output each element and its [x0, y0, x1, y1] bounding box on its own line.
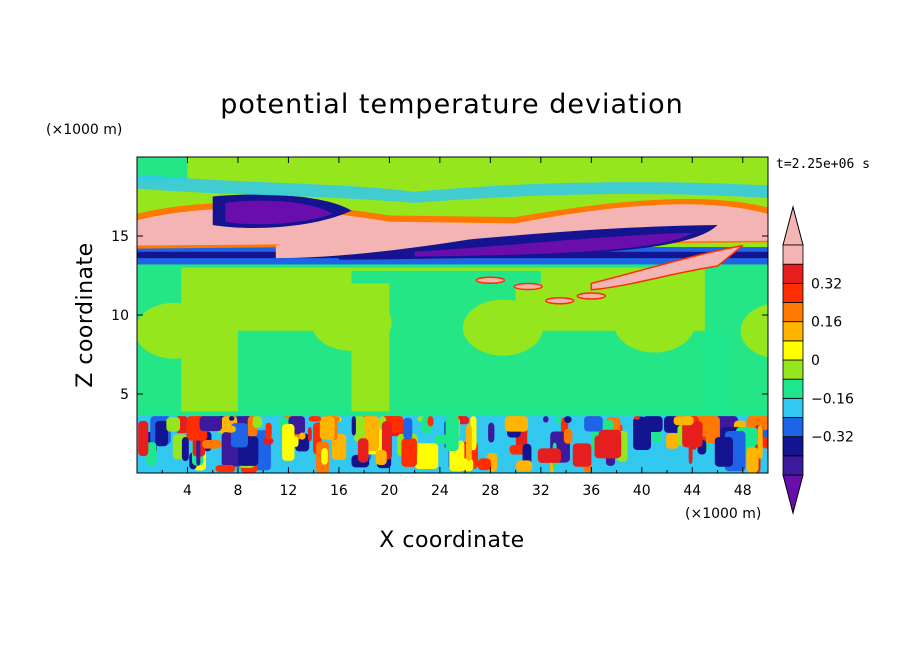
colorbar-bin	[782, 455, 804, 476]
y-axis-label: Z coordinate	[73, 242, 98, 387]
x-tick-label: 24	[431, 483, 449, 499]
colorbar-bin	[782, 436, 804, 457]
colorbar-tick-label: 0.32	[811, 276, 842, 292]
x-tick-label: 40	[633, 483, 651, 499]
chart-title: potential temperature deviation	[220, 89, 683, 120]
time-label: t=2.25e+06 s	[776, 157, 870, 172]
field-patch	[351, 270, 541, 284]
colorbar-bin	[782, 282, 804, 303]
x-unit-label: (×1000 m)	[685, 506, 761, 522]
colorbar-bin	[782, 302, 804, 323]
colorbar-bin	[782, 417, 804, 438]
colorbar-bin	[782, 397, 804, 418]
x-tick-label: 48	[734, 483, 752, 499]
field-patch	[462, 299, 543, 356]
x-axis: 4 8 12 16 20 24 28 32 36 40 44 48	[161, 157, 752, 499]
x-axis-label: X coordinate	[379, 528, 524, 553]
x-tick-label: 44	[683, 483, 701, 499]
field-patch	[311, 294, 392, 351]
colorbar-tick-label: 0.16	[811, 315, 842, 331]
field-patch	[137, 157, 188, 181]
plot-area	[137, 157, 768, 473]
colorbar-tick-label: −0.32	[811, 430, 854, 446]
colorbar-lower-extend	[782, 474, 804, 515]
y-axis: 5 10 15	[111, 229, 768, 403]
x-tick-label: 16	[330, 483, 348, 499]
colorbar-tick-label: −0.16	[811, 391, 854, 407]
y-unit-label: (×1000 m)	[46, 122, 122, 138]
colorbar-bin	[782, 340, 804, 361]
colorbar-bin	[782, 263, 804, 284]
colorbar-tick-label: 0	[811, 353, 820, 369]
x-tick-label: 36	[582, 483, 600, 499]
x-tick-label: 8	[233, 483, 242, 499]
field-patch	[740, 304, 768, 358]
field-patch	[515, 330, 731, 418]
field-patch	[137, 411, 768, 418]
upper-shear-layer	[137, 174, 768, 305]
x-tick-label: 28	[481, 483, 499, 499]
x-tick-label: 32	[532, 483, 550, 499]
y-tick-label: 15	[111, 229, 129, 245]
x-tick-label: 12	[280, 483, 298, 499]
y-tick-label: 10	[111, 308, 129, 324]
field-patch	[614, 296, 695, 353]
x-tick-label: 20	[380, 483, 398, 499]
x-tick-label: 4	[183, 483, 192, 499]
colorbar-bin	[782, 321, 804, 342]
colorbar-upper-extend	[782, 205, 804, 246]
boundary-layer-band	[137, 416, 768, 473]
field-patch	[137, 302, 215, 359]
colorbar-bin	[782, 244, 804, 265]
y-tick-label: 5	[120, 387, 129, 403]
colorbar-bin	[782, 378, 804, 399]
colorbar: 0.32 0.16 0 −0.16 −0.32	[782, 205, 854, 515]
colorbar-bin	[782, 359, 804, 380]
